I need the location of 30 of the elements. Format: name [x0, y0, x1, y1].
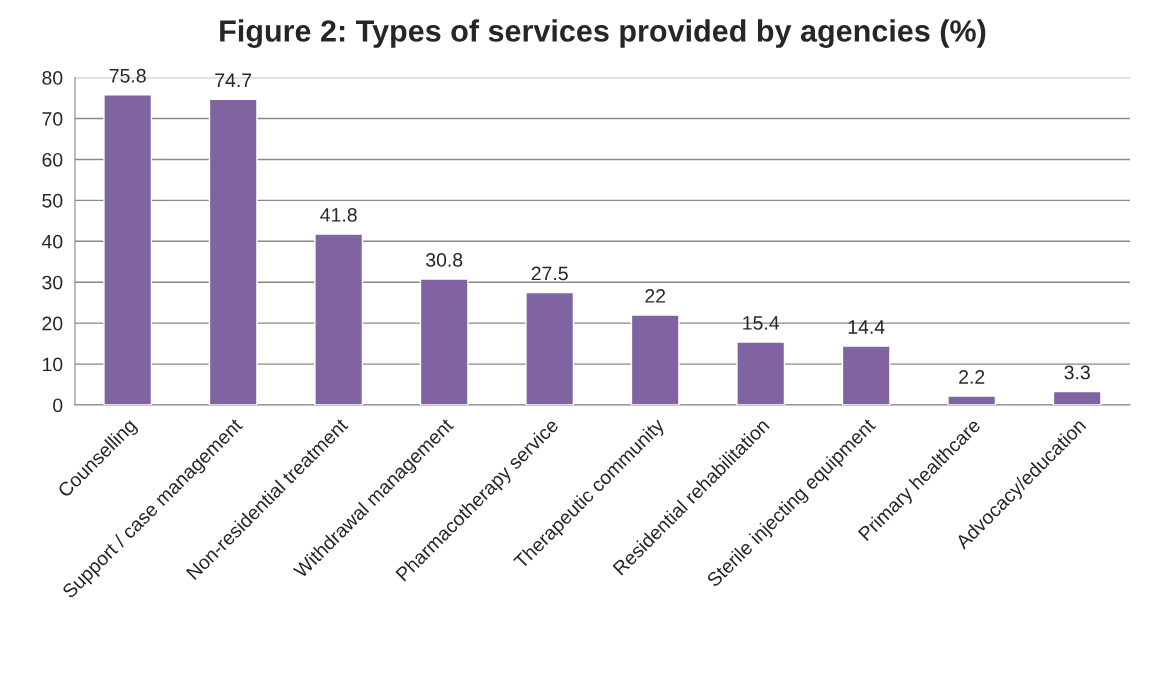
y-tick-label: 50	[42, 193, 63, 208]
data-label: 3.3	[1064, 365, 1090, 380]
y-tick-label: 70	[42, 112, 63, 126]
bar	[841, 345, 891, 405]
data-label: 74.7	[215, 73, 252, 87]
data-label: 41.8	[320, 208, 357, 222]
data-label: 75.8	[109, 68, 146, 83]
bar	[736, 341, 786, 405]
bar	[630, 314, 680, 405]
bar	[208, 98, 258, 405]
y-tick-label: 80	[42, 71, 63, 85]
bar	[1052, 390, 1102, 405]
y-tick-label: 20	[42, 316, 63, 331]
bar	[103, 94, 153, 405]
data-label: 27.5	[531, 266, 568, 281]
bar	[314, 233, 364, 405]
y-tick-label: 10	[43, 357, 63, 372]
y-tick-label: 60	[42, 152, 63, 167]
data-label: 15.4	[743, 316, 780, 330]
data-label: 2.2	[959, 370, 985, 384]
y-tick-label: 40	[41, 234, 63, 249]
bar	[947, 395, 997, 405]
data-label: 14.4	[848, 320, 885, 334]
bar	[525, 291, 575, 405]
data-label: 30.8	[426, 253, 463, 267]
y-tick-label: 0	[53, 398, 63, 413]
y-tick-label: 30	[42, 275, 63, 290]
data-label: 22	[645, 289, 666, 303]
chart-title: Figure 2: Types of services provided by agencies (%)	[220, 19, 986, 48]
bar	[419, 278, 469, 405]
